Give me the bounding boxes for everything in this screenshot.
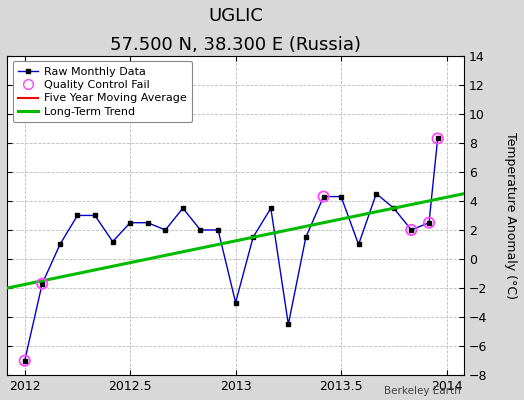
- Title: UGLIC
57.500 N, 38.300 E (Russia): UGLIC 57.500 N, 38.300 E (Russia): [110, 7, 361, 54]
- Point: [407, 227, 416, 233]
- Y-axis label: Temperature Anomaly (°C): Temperature Anomaly (°C): [504, 132, 517, 299]
- Legend: Raw Monthly Data, Quality Control Fail, Five Year Moving Average, Long-Term Tren: Raw Monthly Data, Quality Control Fail, …: [13, 61, 192, 122]
- Point: [38, 280, 47, 287]
- Point: [433, 135, 442, 142]
- Text: Berkeley Earth: Berkeley Earth: [385, 386, 461, 396]
- Point: [20, 358, 29, 364]
- Point: [425, 220, 433, 226]
- Point: [319, 193, 328, 200]
